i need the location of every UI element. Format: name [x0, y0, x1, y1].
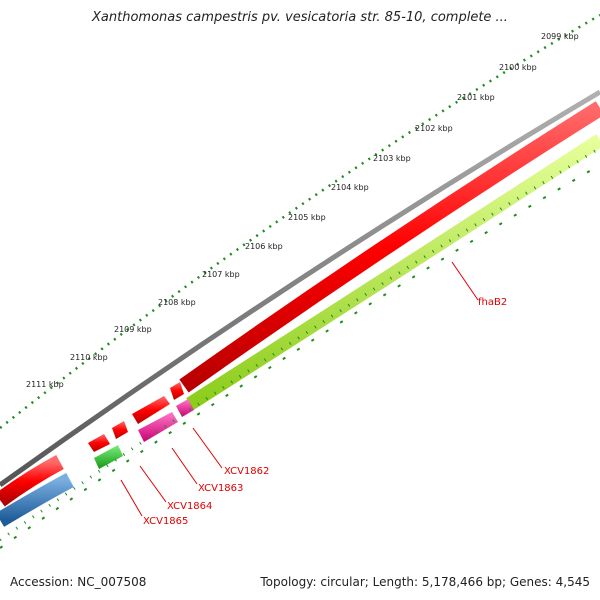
tick-labels: 2099 kbp 2100 kbp 2101 kbp 2102 kbp 2103…	[26, 32, 579, 389]
tick-label: 2111 kbp	[26, 380, 64, 389]
xcv1862-feature	[176, 399, 194, 417]
inner-tick-ring	[0, 146, 600, 549]
xcv1864-feature	[94, 445, 123, 469]
tick-label: 2101 kbp	[457, 93, 495, 102]
gene-label-fhab2: fhaB2	[478, 297, 507, 308]
fhab2-feature	[186, 134, 600, 410]
tick-label: 2107 kbp	[202, 270, 240, 279]
tick-label: 2099 kbp	[541, 32, 579, 41]
tick-label: 2100 kbp	[499, 63, 537, 72]
gene-labels: fhaB2 XCV1862 XCV1863 XCV1864 XCV1865	[120, 261, 507, 527]
accession-label: Accession: NC_007508	[10, 575, 147, 589]
tick-label: 2109 kbp	[114, 325, 152, 334]
gene-label-xcv1864: XCV1864	[167, 501, 212, 512]
cds-feature	[0, 454, 64, 507]
genome-summary: Topology: circular; Length: 5,178,466 bp…	[260, 575, 590, 589]
cds-feature	[170, 382, 184, 400]
backbone-track	[0, 89, 600, 488]
magenta-features	[138, 399, 194, 442]
map-title: Xanthomonas campestris pv. vesicatoria s…	[92, 10, 508, 25]
cds-feature	[88, 434, 110, 452]
gene-label-xcv1863: XCV1863	[198, 483, 243, 494]
cds-feature	[132, 396, 170, 424]
cds-feature	[179, 101, 600, 393]
tick-label: 2110 kbp	[70, 353, 108, 362]
xcv1863-feature	[138, 412, 178, 442]
tick-label: 2104 kbp	[331, 183, 369, 192]
reverse-cds-feature	[0, 472, 74, 527]
cds-feature	[112, 421, 128, 439]
gene-label-xcv1865: XCV1865	[143, 516, 188, 527]
forward-cds-track	[0, 101, 600, 507]
tick-label: 2108 kbp	[158, 298, 196, 307]
gene-label-xcv1862: XCV1862	[224, 466, 269, 477]
tick-label: 2102 kbp	[415, 124, 453, 133]
tick-label: 2103 kbp	[373, 154, 411, 163]
tick-label: 2106 kbp	[245, 242, 283, 251]
tick-label: 2105 kbp	[288, 213, 326, 222]
